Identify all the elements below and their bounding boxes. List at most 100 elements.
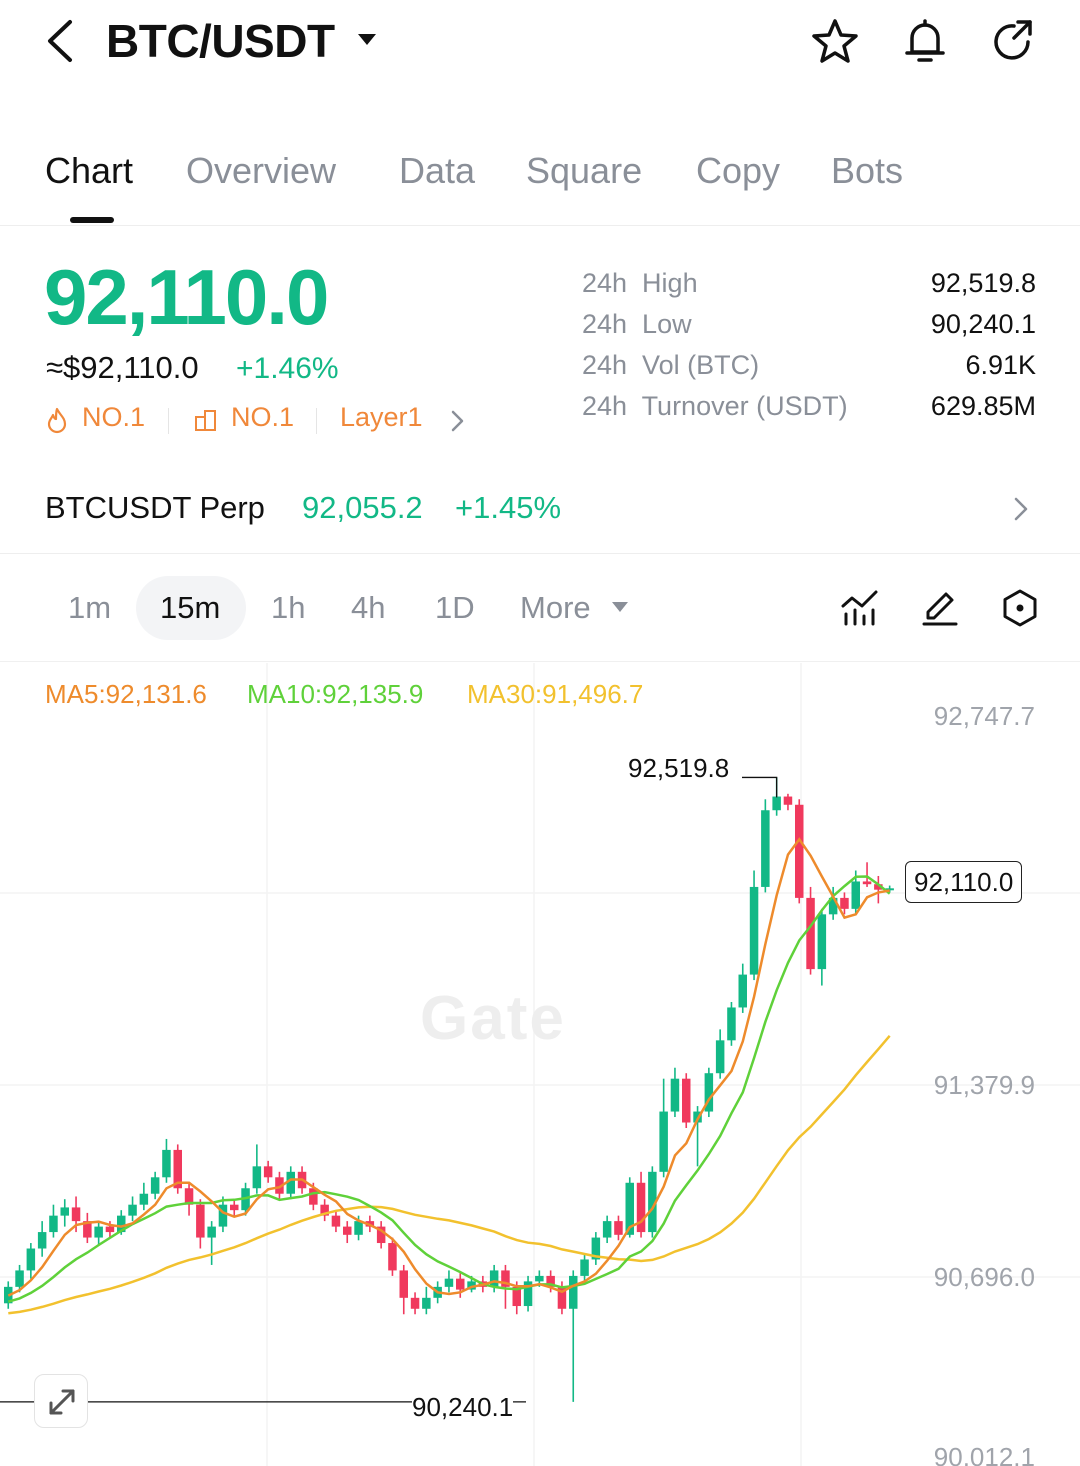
candle-up[interactable] [817,914,827,970]
candle-down[interactable] [840,897,849,909]
candlestick-chart[interactable]: Gate MA5:92,131.6 MA10:92,135.9 MA30:91,… [0,663,1080,1466]
tab-copy[interactable]: Copy [696,150,781,191]
candle-down[interactable] [343,1226,352,1235]
candle-down[interactable] [456,1278,465,1290]
candle-up[interactable] [286,1171,296,1194]
tab-square[interactable]: Square [526,150,643,191]
candle-up[interactable] [625,1182,635,1235]
interval-more[interactable]: More [520,590,591,625]
candle-down[interactable] [410,1297,420,1309]
candle-down[interactable] [614,1221,623,1235]
candle-down[interactable] [83,1221,92,1238]
candle-down[interactable] [173,1149,183,1189]
candle-up[interactable] [851,881,861,909]
candle-up[interactable] [580,1259,589,1276]
candle-down[interactable] [862,881,872,885]
candle-up[interactable] [535,1275,544,1282]
candle-up[interactable] [37,1232,47,1249]
candle-up[interactable] [772,796,781,811]
candle-up[interactable] [715,1040,725,1074]
candle-up[interactable] [467,1281,476,1290]
candle-up[interactable] [94,1226,103,1238]
candle-up[interactable] [749,886,759,975]
pair-title[interactable]: BTC/USDT [106,15,335,67]
category-tag[interactable]: Layer1 [340,402,423,432]
chevron-right-icon[interactable] [448,408,466,434]
candle-up[interactable] [15,1270,24,1287]
tab-data[interactable]: Data [399,150,476,191]
candle-down[interactable] [105,1226,115,1233]
candle-up[interactable] [489,1270,499,1287]
candle-down[interactable] [263,1166,273,1178]
candle-down[interactable] [309,1188,318,1205]
candle-down[interactable] [806,897,815,970]
chevron-right-icon[interactable] [1010,494,1032,524]
candle-up[interactable] [670,1078,680,1112]
candle-down[interactable] [184,1188,194,1205]
interval-4h[interactable]: 4h [351,590,386,625]
candle-down[interactable] [874,884,883,890]
candle-up[interactable] [602,1221,612,1238]
candle-up[interactable] [60,1207,70,1216]
candle-up[interactable] [354,1221,363,1235]
market-cap-rank-tag[interactable]: NO.1 [231,402,295,432]
candle-up[interactable] [139,1193,149,1205]
star-icon[interactable] [810,16,860,66]
candle-down[interactable] [512,1286,522,1307]
chart-canvas[interactable] [0,663,1080,1466]
candle-up[interactable] [252,1166,262,1189]
share-icon[interactable] [988,16,1038,66]
hot-rank-tag[interactable]: NO.1 [82,402,146,432]
candle-down[interactable] [783,796,793,805]
candle-up[interactable] [117,1215,126,1233]
candle-down[interactable] [331,1215,341,1227]
candle-up[interactable] [569,1275,578,1309]
candle-down[interactable] [275,1177,284,1194]
caret-down-icon[interactable] [358,34,376,45]
candle-down[interactable] [546,1275,555,1287]
tab-overview[interactable]: Overview [186,150,337,191]
interval-1h[interactable]: 1h [271,590,306,625]
candle-up[interactable] [523,1281,533,1307]
interval-1d[interactable]: 1D [435,590,475,625]
candle-up[interactable] [218,1204,228,1227]
back-icon[interactable] [40,16,84,66]
candle-down[interactable] [320,1204,329,1216]
candle-up[interactable] [128,1204,137,1216]
candle-down[interactable] [388,1243,397,1271]
candle-up[interactable] [828,897,838,915]
candle-down[interactable] [501,1270,510,1287]
candle-down[interactable] [399,1270,409,1298]
indicator-icon[interactable] [840,588,880,628]
candle-up[interactable] [207,1226,216,1238]
fullscreen-button[interactable] [34,1374,88,1428]
interval-1m[interactable]: 1m [68,590,112,625]
perp-link-row[interactable]: BTCUSDT Perp 92,055.2 +1.45% [0,470,1080,554]
pencil-icon[interactable] [920,588,960,628]
candle-up[interactable] [761,810,770,887]
candle-up[interactable] [659,1111,668,1172]
candle-down[interactable] [196,1204,205,1238]
candle-down[interactable] [636,1182,646,1233]
interval-15m[interactable]: 15m [160,590,221,625]
candle-down[interactable] [71,1207,81,1222]
candle-down[interactable] [230,1204,239,1211]
settings-icon[interactable] [1000,588,1040,628]
candle-down[interactable] [795,804,804,898]
candle-up[interactable] [591,1237,601,1260]
candle-up[interactable] [26,1248,36,1271]
bell-icon[interactable] [900,16,950,66]
tab-bots[interactable]: Bots [831,150,904,191]
candle-down[interactable] [376,1226,386,1244]
candle-up[interactable] [444,1278,454,1287]
candle-up[interactable] [885,888,894,891]
candle-up[interactable] [49,1215,58,1233]
candle-down[interactable] [557,1286,567,1309]
last-price-tag[interactable]: 92,110.0 [905,861,1023,903]
candle-up[interactable] [422,1297,431,1309]
candle-up[interactable] [738,974,748,1008]
candle-up[interactable] [150,1177,160,1194]
candle-up[interactable] [162,1149,171,1178]
caret-down-icon[interactable] [612,602,628,612]
tab-chart[interactable]: Chart [45,150,134,191]
